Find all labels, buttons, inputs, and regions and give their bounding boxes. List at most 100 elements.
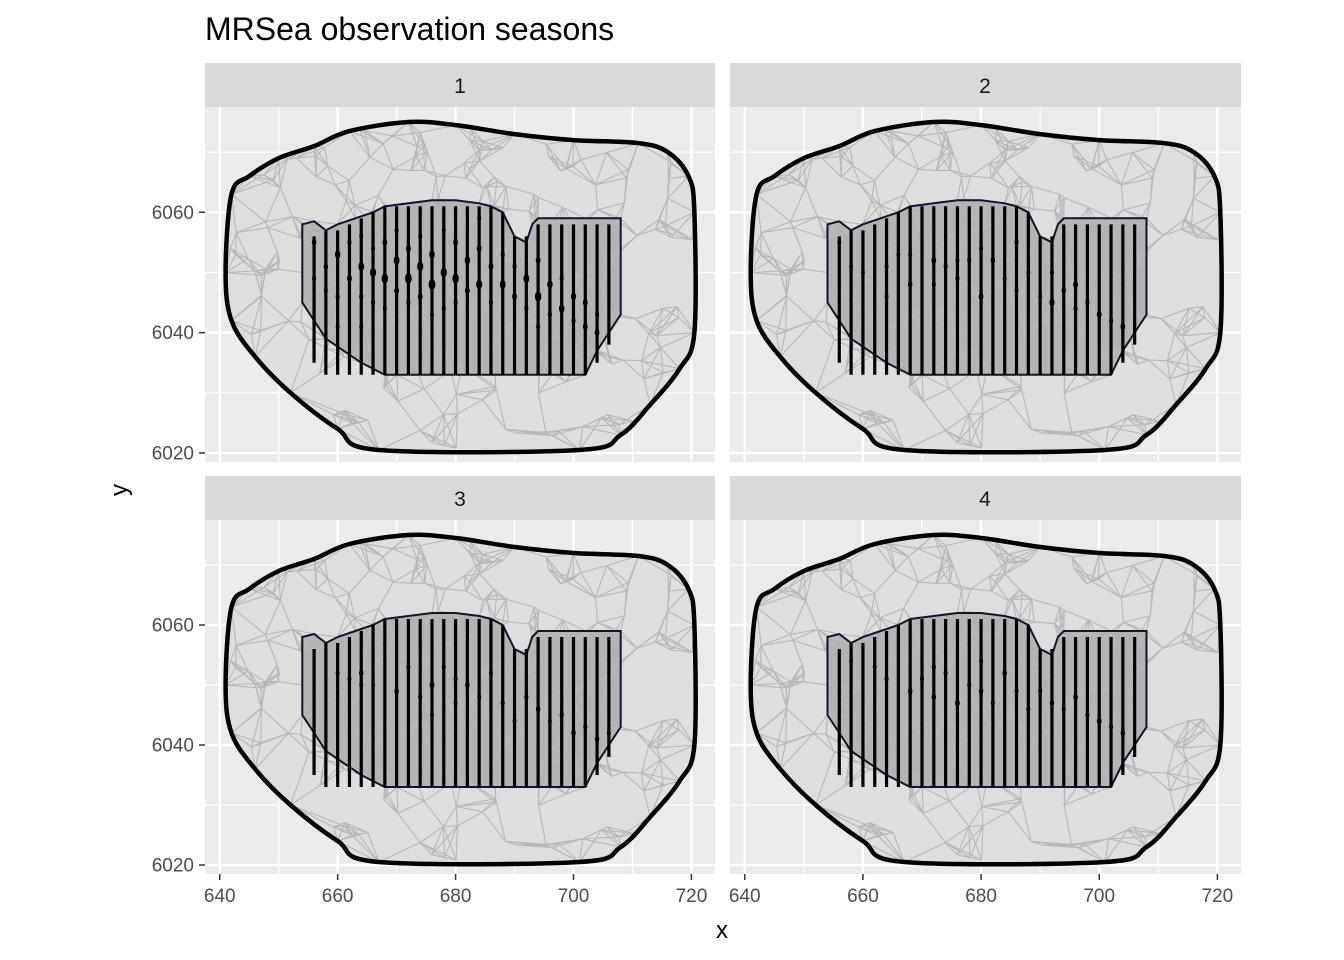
observation-point [931, 256, 937, 265]
observation-point [907, 280, 913, 289]
observation-point [1108, 723, 1114, 731]
x-tick-label: 720 [676, 886, 708, 907]
observation-point [1049, 269, 1054, 276]
observation-point [323, 262, 329, 270]
observation-point [1073, 280, 1078, 289]
x-tick-label: 680 [965, 886, 997, 907]
mesh-boundary [223, 532, 698, 867]
observation-point [312, 275, 317, 282]
observation-points [335, 664, 611, 743]
y-tick-label: 6020 [152, 443, 194, 464]
observation-point [453, 675, 458, 683]
observation-point [594, 328, 600, 337]
observation-point [405, 273, 412, 284]
observation-point [359, 293, 364, 300]
y-tick-label: 6040 [152, 323, 194, 344]
x-tick-label: 700 [1083, 886, 1115, 907]
observation-point [358, 261, 365, 272]
chart-title: MRSea observation seasons [205, 11, 614, 47]
observation-point [595, 311, 600, 318]
observation-point [335, 670, 340, 676]
observation-point [418, 233, 423, 240]
observation-point [967, 257, 972, 264]
observation-point [369, 267, 377, 278]
observation-point [500, 251, 505, 258]
observation-point [418, 693, 423, 701]
observation-point [428, 279, 436, 290]
observation-point [335, 323, 340, 330]
x-tick-label: 700 [558, 886, 590, 907]
facet-strip-2 [730, 63, 1241, 107]
observation-point [406, 664, 411, 670]
observation-point [1096, 717, 1102, 725]
mesh-boundary [748, 532, 1224, 867]
observation-point [1002, 669, 1007, 677]
observation-point [837, 239, 842, 245]
observation-point [394, 687, 399, 695]
observation-point [582, 298, 588, 307]
observation-point [477, 694, 482, 700]
facet-strip-label-3: 3 [454, 488, 466, 511]
x-tick-label: 720 [1202, 886, 1234, 907]
observation-point [1073, 305, 1078, 312]
observation-point [559, 275, 564, 282]
observation-point [488, 299, 493, 306]
observation-point [559, 711, 564, 719]
y-axis-title: y [106, 484, 133, 496]
observation-point [1120, 729, 1126, 737]
observation-point [359, 682, 364, 688]
observation-point [979, 658, 984, 664]
observation-point [1085, 299, 1090, 306]
observation-point [394, 286, 399, 295]
observation-point [547, 311, 552, 318]
observation-point [955, 275, 960, 282]
observation-point [896, 251, 901, 257]
observation-point [943, 263, 948, 270]
observation-point [1120, 322, 1126, 331]
observation-point [535, 256, 541, 265]
observation-point [311, 238, 317, 246]
observation-point [534, 291, 542, 302]
observation-point [417, 261, 424, 272]
observation-point [571, 317, 576, 324]
observation-point [359, 233, 364, 240]
x-tick-label: 680 [440, 886, 472, 907]
observation-point [500, 699, 505, 707]
observation-point [524, 693, 529, 701]
observation-point [512, 263, 517, 270]
facet-strip-label-2: 2 [979, 75, 991, 98]
observation-point [535, 705, 541, 713]
y-tick-label: 6020 [152, 856, 194, 877]
observation-point [323, 287, 328, 294]
observation-point [512, 718, 517, 724]
observation-point [606, 730, 611, 736]
observation-point [1049, 699, 1055, 707]
observation-point [347, 239, 352, 246]
observation-point [440, 267, 447, 278]
observation-point [931, 693, 937, 701]
observation-point [464, 256, 471, 265]
observation-point [1096, 310, 1102, 319]
observation-point [476, 244, 482, 253]
mesh-boundary [748, 119, 1224, 455]
observation-point [1108, 317, 1114, 324]
observation-point [571, 729, 576, 737]
observation-point [417, 292, 423, 301]
observation-point [1038, 293, 1043, 300]
observation-point [1061, 287, 1066, 295]
facet-strip-3 [205, 476, 715, 520]
observation-point [393, 255, 400, 266]
observation-point [978, 292, 984, 301]
facet-panel-3: 3 [205, 476, 715, 874]
observation-point [955, 257, 960, 264]
observation-point [1026, 269, 1031, 276]
observation-point [477, 215, 482, 222]
axes: 6020 6040 6060 6020 6040 6060 640 660 680 700 720 6… [152, 203, 1234, 907]
survey-region-border [826, 199, 1148, 376]
observation-point [347, 676, 352, 682]
observation-point [1014, 287, 1019, 294]
observation-point [429, 681, 435, 689]
observation-point [884, 263, 889, 270]
observation-point [464, 286, 470, 295]
